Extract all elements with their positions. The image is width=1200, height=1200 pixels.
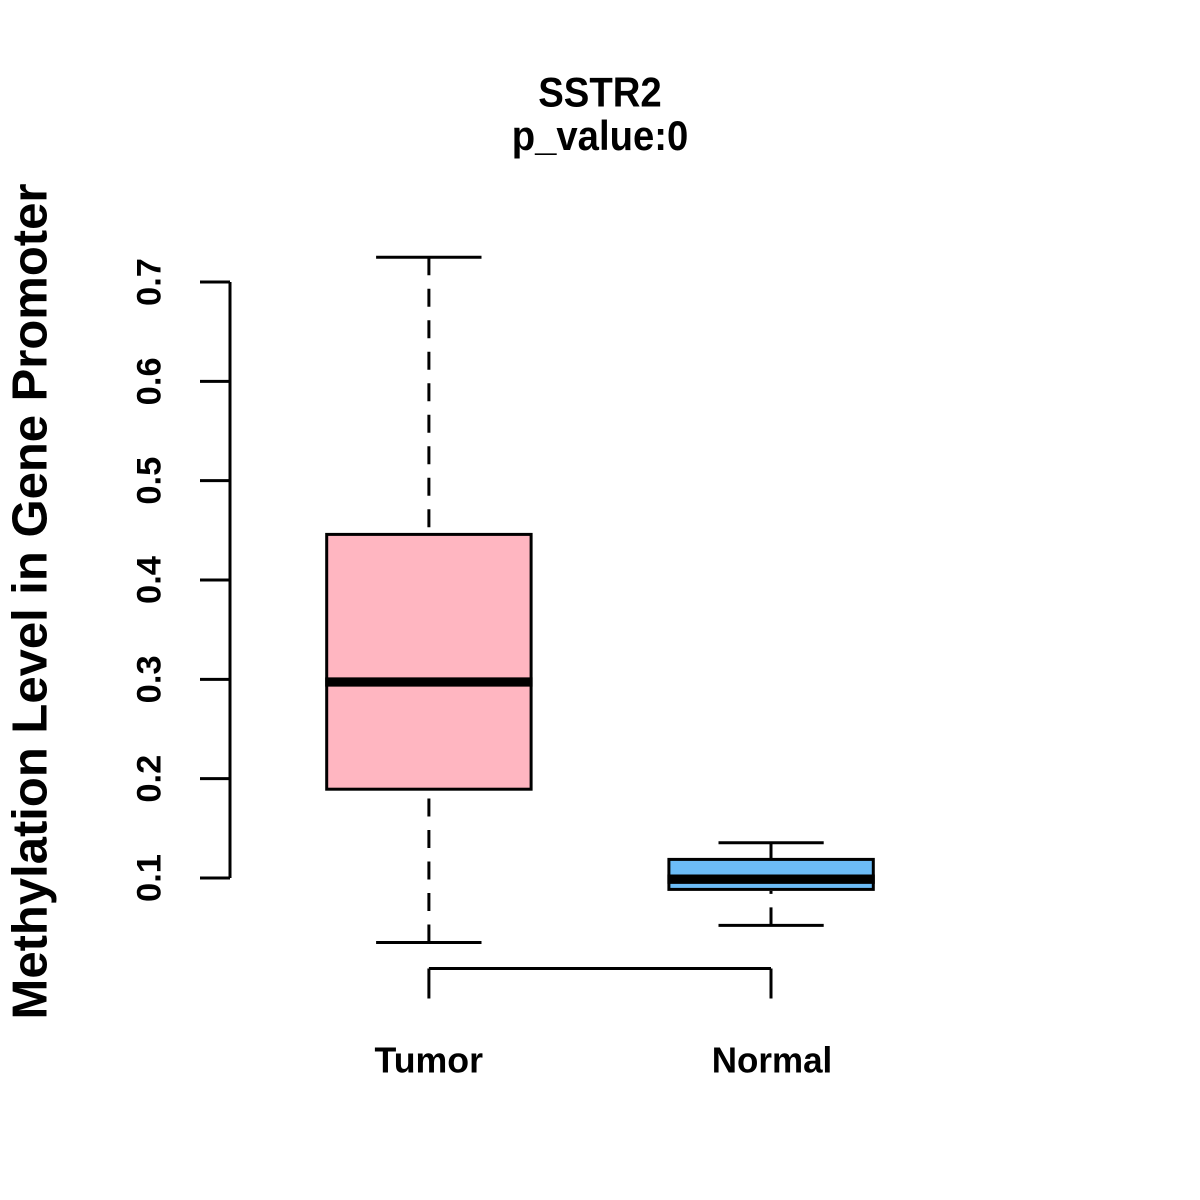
svg-text:0.4: 0.4 — [131, 556, 169, 604]
svg-text:0.6: 0.6 — [131, 357, 169, 405]
svg-text:Normal: Normal — [712, 1040, 833, 1081]
svg-text:0.5: 0.5 — [131, 457, 169, 505]
svg-text:0.1: 0.1 — [131, 854, 169, 902]
svg-text:0.3: 0.3 — [131, 655, 169, 703]
svg-text:p_value:0: p_value:0 — [512, 112, 689, 159]
svg-text:SSTR2: SSTR2 — [538, 68, 662, 115]
svg-text:0.2: 0.2 — [131, 755, 169, 803]
svg-text:Methylation Level in Gene Prom: Methylation Level in Gene Promoter — [4, 184, 58, 1020]
svg-text:0.7: 0.7 — [131, 258, 169, 306]
svg-text:Tumor: Tumor — [375, 1040, 484, 1081]
